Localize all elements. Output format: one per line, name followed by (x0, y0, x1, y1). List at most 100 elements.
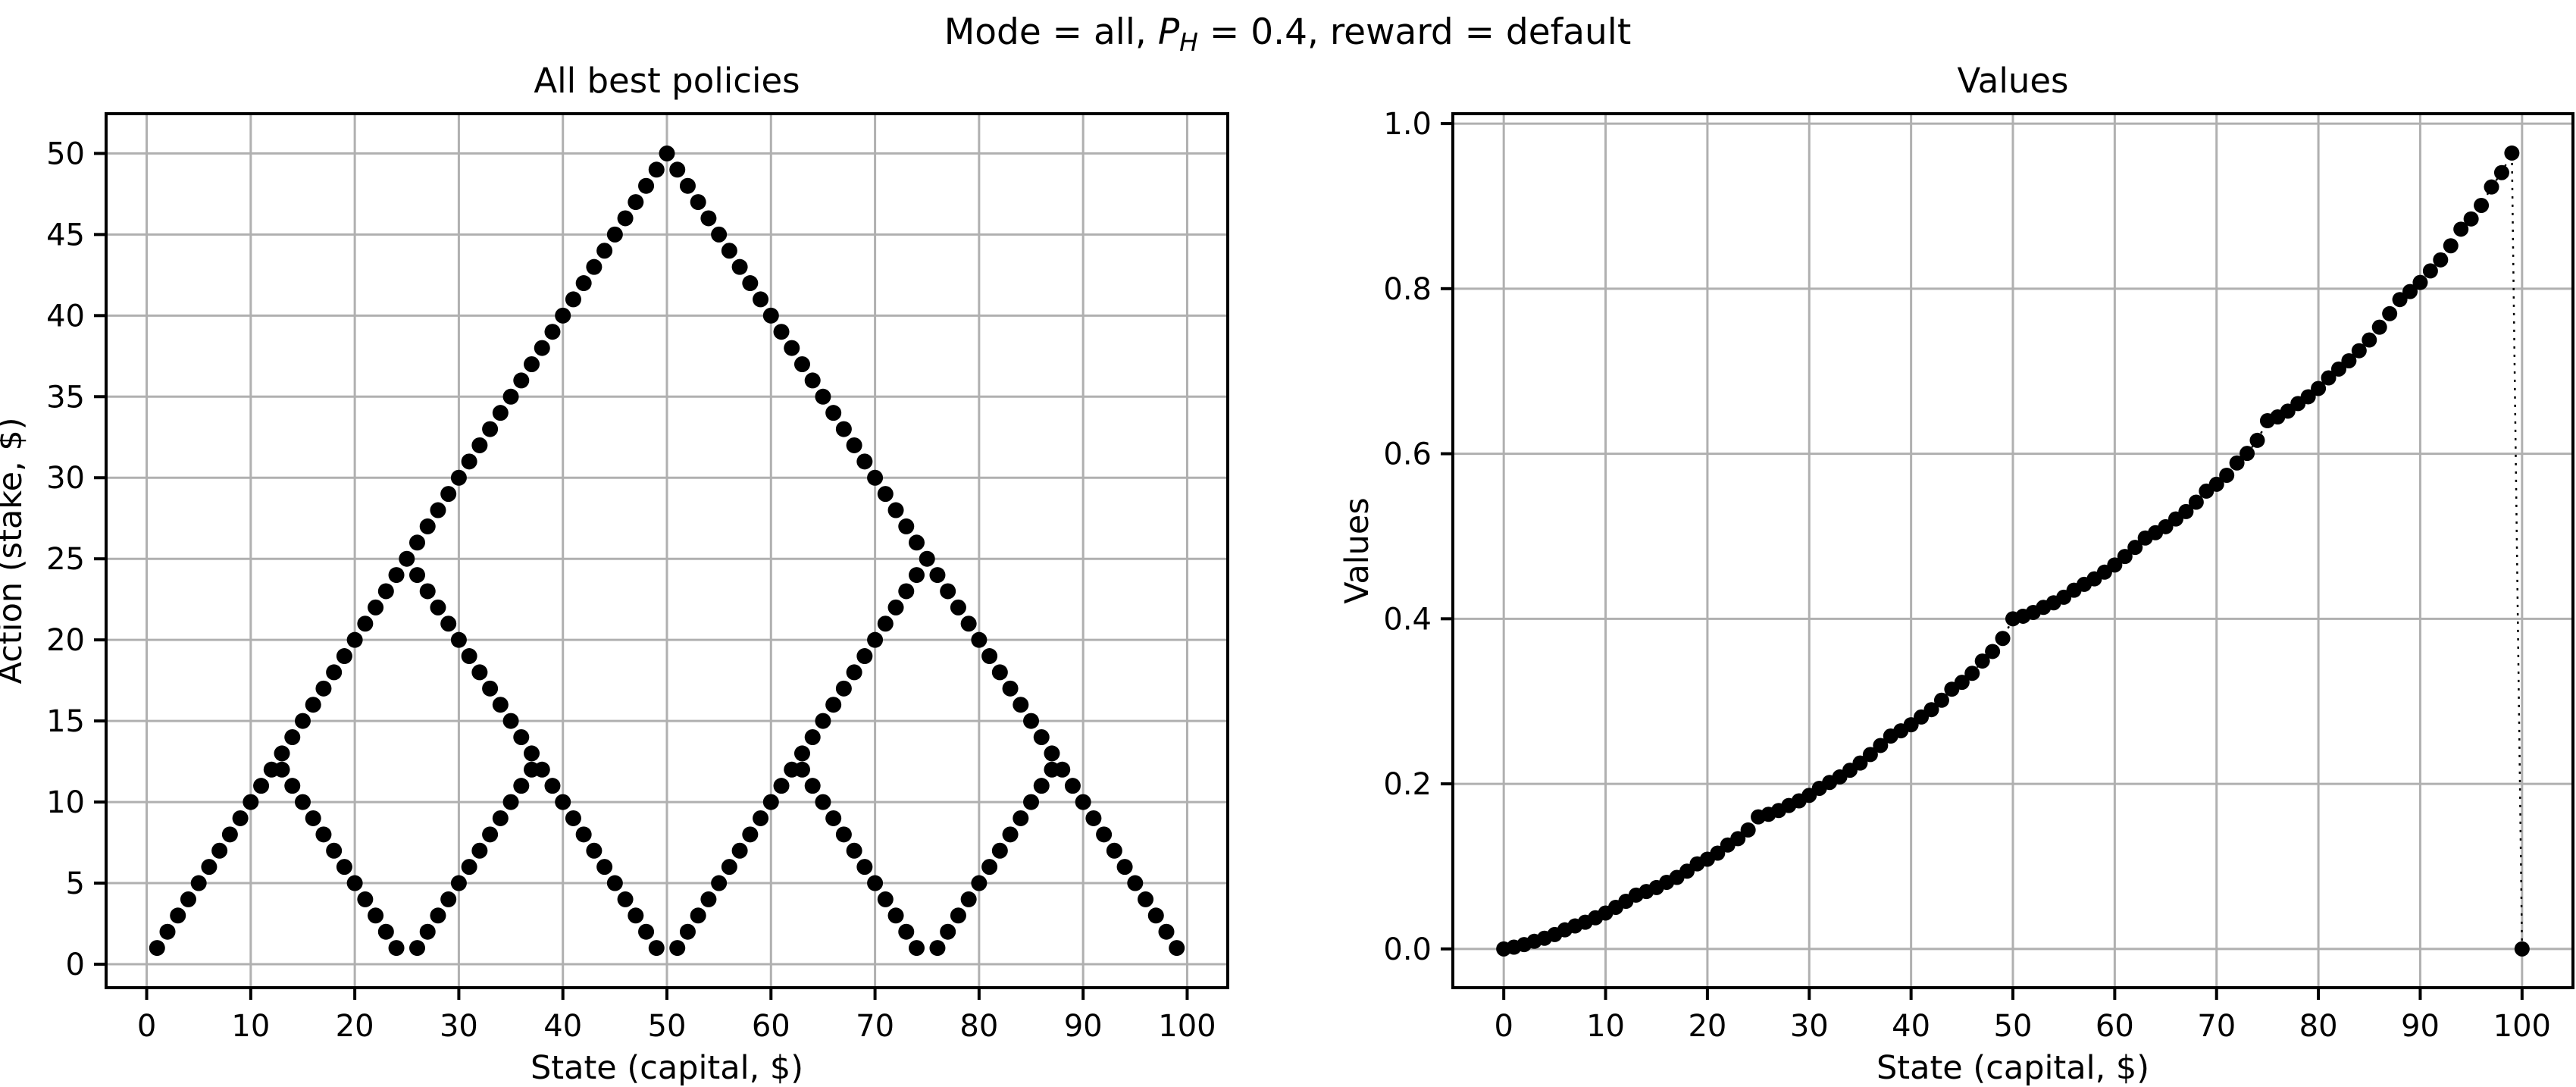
policy-point (326, 842, 343, 859)
policy-point (1116, 859, 1133, 876)
policy-point (357, 891, 374, 907)
policy-point (690, 194, 706, 211)
policy-point (450, 875, 467, 891)
policy-point (368, 907, 384, 924)
policy-point (815, 713, 831, 729)
policy-point (461, 859, 477, 876)
policy-point (159, 923, 176, 940)
values-point (2351, 343, 2367, 359)
policy-point (1075, 794, 1091, 810)
policy-point (835, 826, 852, 843)
policy-point (867, 631, 884, 648)
y-tick-label: 0.6 (1383, 437, 1432, 472)
policy-point (305, 810, 321, 826)
policy-point (793, 761, 810, 778)
policy-point (815, 794, 831, 810)
x-tick-label: 60 (752, 1009, 790, 1044)
policy-point (346, 875, 363, 891)
policy-point (877, 486, 894, 503)
policy-point (1127, 875, 1144, 891)
y-tick-label: 5 (66, 866, 85, 901)
values-point (2422, 263, 2438, 279)
values-point (2240, 446, 2255, 462)
values-point (2392, 292, 2408, 308)
values-point (2311, 381, 2327, 396)
policy-point (575, 275, 592, 292)
policy-point (346, 631, 363, 648)
policy-point (950, 907, 966, 924)
policy-point (753, 291, 769, 308)
policy-point (981, 648, 998, 665)
x-tick-label: 100 (2493, 1009, 2551, 1044)
policy-point (669, 161, 686, 178)
values-point (2382, 305, 2398, 321)
policy-point (773, 324, 790, 340)
policy-point (648, 940, 665, 957)
policy-point (1054, 761, 1071, 778)
policy-point (544, 324, 561, 340)
policy-point (991, 842, 1008, 859)
policy-point (315, 826, 332, 843)
policy-point (1096, 826, 1113, 843)
policy-point (409, 534, 426, 551)
y-tick-label: 15 (46, 704, 85, 739)
policy-point (908, 940, 925, 957)
values-point (2249, 432, 2265, 448)
policy-point (846, 437, 862, 453)
x-tick-label: 10 (231, 1009, 270, 1044)
policy-point (524, 745, 540, 762)
values-point (2229, 455, 2245, 471)
x-tick-label: 30 (1790, 1009, 1829, 1044)
plot-title: Values (1957, 61, 2068, 101)
values-point (1710, 845, 1726, 861)
policy-point (586, 258, 603, 275)
y-tick-label: 0.4 (1383, 602, 1432, 637)
policy-point (1013, 810, 1029, 826)
values-point (2341, 352, 2357, 368)
policy-point (388, 940, 405, 957)
policy-point (700, 891, 717, 907)
policy-point (617, 891, 634, 907)
policy-point (482, 680, 499, 697)
policy-point (450, 631, 467, 648)
policy-point (502, 713, 519, 729)
policy-point (1023, 713, 1040, 729)
suptitle-segment: P (1158, 11, 1180, 53)
values-point (2412, 274, 2428, 290)
y-tick-label: 20 (46, 623, 85, 658)
values-point (2484, 179, 2499, 195)
y-tick-label: 45 (46, 218, 85, 252)
policy-point (294, 713, 311, 729)
values-point (2300, 389, 2316, 405)
y-axis-label: Values (1338, 497, 1376, 604)
policy-point (898, 923, 915, 940)
policy-point (960, 616, 977, 632)
policy-point (534, 340, 550, 356)
policy-point (856, 859, 873, 876)
policy-point (1033, 729, 1050, 746)
policy-point (575, 826, 592, 843)
policy-point (825, 810, 842, 826)
policy-point (555, 307, 571, 324)
left-plot-grid-lines (106, 114, 1228, 988)
values-point (1923, 702, 1939, 718)
values-point (2362, 332, 2377, 348)
policy-point (804, 729, 821, 746)
policy-point (919, 550, 935, 567)
values-point (2321, 370, 2337, 386)
policy-point (1013, 697, 1029, 713)
policy-point (773, 778, 790, 794)
policy-point (960, 891, 977, 907)
policy-point (596, 243, 613, 259)
policy-point (731, 258, 748, 275)
policy-point (721, 243, 737, 259)
y-tick-label: 35 (46, 380, 85, 415)
x-tick-label: 20 (336, 1009, 374, 1044)
policy-point (419, 583, 436, 600)
policy-point (721, 859, 737, 876)
y-tick-label: 0 (66, 948, 85, 982)
policy-point (513, 372, 530, 389)
policy-point (711, 875, 728, 891)
left-plot: 0 10 20 30 40 50 60 70 80 90 100 0 5 10 15 20 25 30 35 40 45… (0, 61, 1229, 1087)
